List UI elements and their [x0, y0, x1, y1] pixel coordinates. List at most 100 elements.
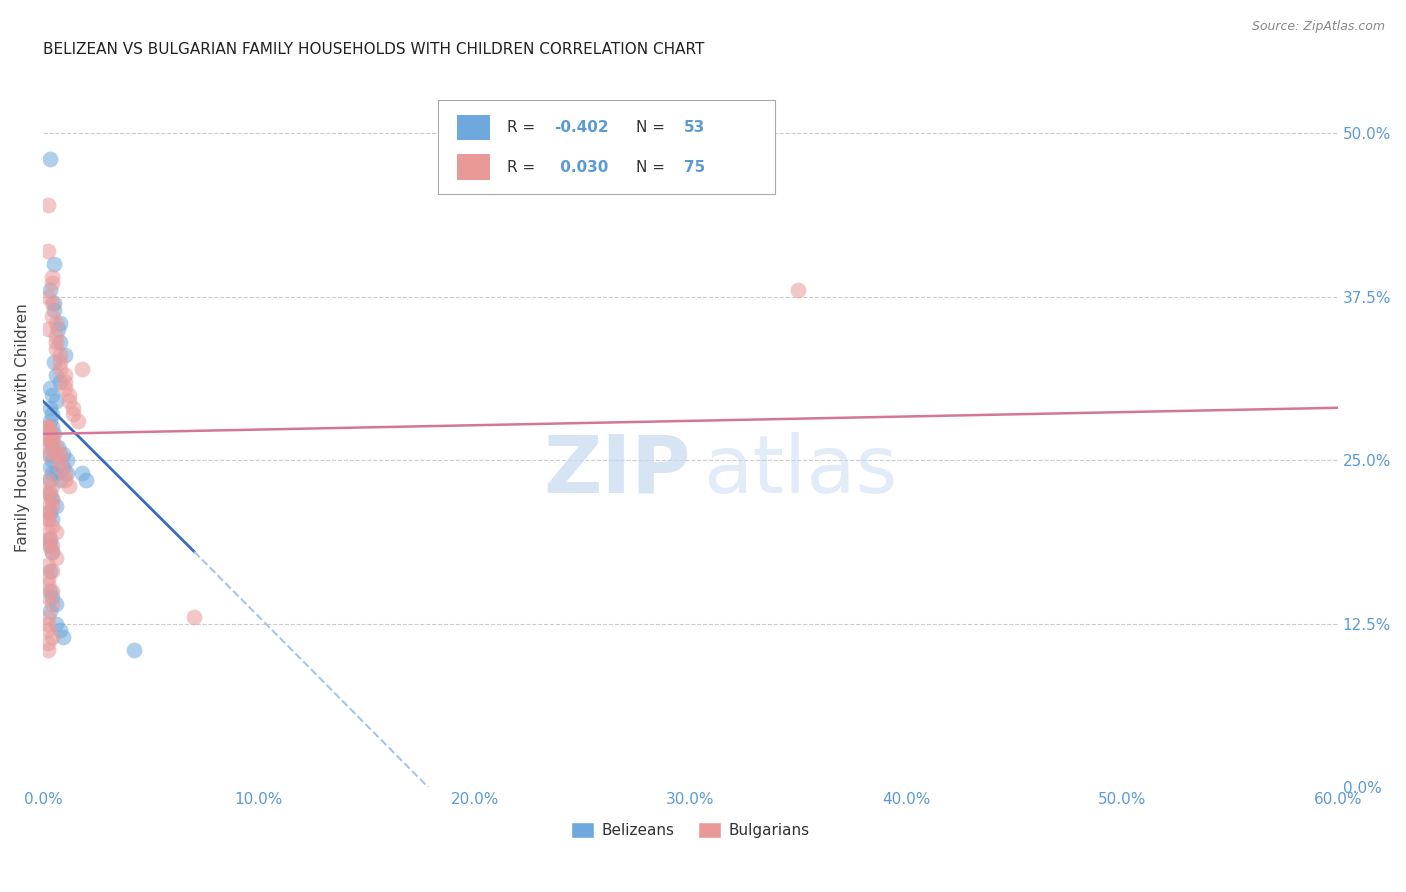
Point — [41, 492, 63, 507]
Point — [41, 407, 63, 421]
Point — [38, 538, 60, 552]
Text: BELIZEAN VS BULGARIAN FAMILY HOUSEHOLDS WITH CHILDREN CORRELATION CHART: BELIZEAN VS BULGARIAN FAMILY HOUSEHOLDS … — [44, 42, 704, 57]
Point — [41, 492, 63, 507]
Point — [37, 446, 59, 460]
Point — [41, 544, 63, 558]
Point — [62, 407, 84, 421]
Point — [37, 440, 59, 454]
Point — [41, 479, 63, 493]
Point — [38, 505, 60, 519]
FancyBboxPatch shape — [439, 100, 775, 194]
Point — [53, 375, 76, 389]
Point — [41, 420, 63, 434]
Point — [56, 453, 79, 467]
Point — [62, 401, 84, 415]
Point — [41, 440, 63, 454]
Point — [45, 499, 67, 513]
Point — [41, 434, 63, 448]
Point — [42, 302, 65, 317]
Point — [37, 244, 59, 258]
Text: ZIP: ZIP — [543, 432, 690, 509]
Point — [41, 269, 63, 284]
Point — [37, 420, 59, 434]
Point — [37, 499, 59, 513]
Point — [45, 335, 67, 350]
Point — [49, 453, 72, 467]
Point — [45, 524, 67, 539]
Point — [45, 394, 67, 409]
Point — [70, 361, 93, 376]
Point — [38, 283, 60, 297]
Point — [53, 348, 76, 362]
Point — [787, 283, 810, 297]
Point — [37, 616, 59, 631]
Point — [58, 394, 80, 409]
Point — [49, 361, 72, 376]
Point — [41, 630, 63, 644]
Point — [52, 459, 75, 474]
Point — [37, 322, 59, 336]
Point — [41, 434, 63, 448]
Point — [37, 538, 59, 552]
Text: -0.402: -0.402 — [554, 120, 609, 136]
Point — [37, 198, 59, 212]
Text: R =: R = — [506, 160, 540, 175]
Text: 0.030: 0.030 — [554, 160, 607, 175]
Point — [38, 583, 60, 598]
Point — [41, 387, 63, 401]
Point — [53, 466, 76, 480]
Point — [49, 355, 72, 369]
Text: N =: N = — [636, 120, 669, 136]
Point — [56, 466, 79, 480]
Point — [42, 426, 65, 441]
Point — [37, 485, 59, 500]
Point — [37, 420, 59, 434]
Point — [41, 538, 63, 552]
Point — [45, 368, 67, 382]
Point — [41, 309, 63, 323]
Point — [38, 401, 60, 415]
Point — [37, 512, 59, 526]
Point — [52, 446, 75, 460]
Point — [49, 375, 72, 389]
Point — [37, 512, 59, 526]
Point — [37, 591, 59, 605]
Point — [75, 473, 97, 487]
Point — [41, 426, 63, 441]
Point — [37, 558, 59, 572]
Point — [38, 459, 60, 474]
Point — [41, 564, 63, 578]
Point — [41, 512, 63, 526]
Point — [70, 466, 93, 480]
Point — [46, 322, 69, 336]
Point — [41, 583, 63, 598]
Point — [38, 603, 60, 617]
Point — [58, 387, 80, 401]
Point — [42, 257, 65, 271]
Point — [49, 335, 72, 350]
Text: Source: ZipAtlas.com: Source: ZipAtlas.com — [1251, 20, 1385, 33]
Point — [37, 532, 59, 546]
Point — [38, 434, 60, 448]
Text: R =: R = — [506, 120, 540, 136]
Point — [45, 466, 67, 480]
Point — [37, 571, 59, 585]
Point — [45, 316, 67, 330]
Point — [41, 544, 63, 558]
Point — [49, 459, 72, 474]
Point — [41, 591, 63, 605]
Point — [37, 420, 59, 434]
Point — [45, 440, 67, 454]
Point — [37, 642, 59, 657]
Y-axis label: Family Households with Children: Family Households with Children — [15, 303, 30, 552]
Point — [38, 381, 60, 395]
Point — [37, 636, 59, 650]
Point — [53, 473, 76, 487]
Point — [37, 426, 59, 441]
Point — [46, 440, 69, 454]
Text: 75: 75 — [683, 160, 706, 175]
Point — [49, 348, 72, 362]
Point — [37, 577, 59, 591]
Text: 53: 53 — [683, 120, 706, 136]
Legend: Belizeans, Bulgarians: Belizeans, Bulgarians — [565, 816, 815, 844]
